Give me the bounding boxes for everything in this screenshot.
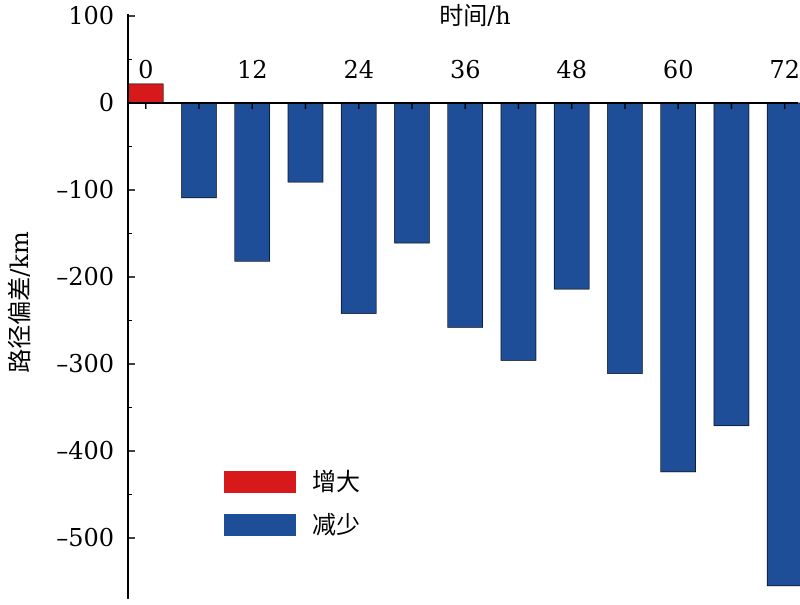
- x-tick-label: 48: [556, 56, 587, 84]
- y-tick-label: –100: [56, 176, 114, 204]
- bars-group: [127, 83, 800, 587]
- bar-54h: [607, 102, 643, 374]
- x-tick-label: 12: [237, 56, 268, 84]
- bar-6h: [181, 102, 217, 199]
- legend: 增大 减少: [224, 468, 360, 539]
- bar-24h: [340, 102, 377, 314]
- bar-72h: [766, 102, 800, 587]
- y-tick-label: 0: [99, 89, 114, 117]
- y-tick-label: –200: [56, 263, 114, 291]
- x-tick-label: 0: [138, 56, 153, 84]
- x-tick-label: 24: [343, 56, 374, 84]
- bar-42h: [500, 102, 537, 361]
- x-tick-label: 60: [663, 56, 694, 84]
- y-tick-label: 100: [68, 2, 114, 30]
- y-tick-label: –500: [56, 524, 114, 552]
- bar-18h: [287, 102, 324, 183]
- bar-36h: [447, 102, 484, 328]
- bar-30h: [394, 102, 430, 244]
- legend-swatch-increase: [224, 471, 296, 493]
- x-ticks-group: 0 12 24 36 48 60 72: [138, 56, 800, 109]
- x-tick-label: 72: [769, 56, 800, 84]
- legend-label-decrease: 减少: [312, 511, 360, 539]
- y-tick-label: –300: [56, 350, 114, 378]
- bar-66h: [713, 102, 750, 427]
- y-axis-title: 路径偏差/km: [6, 231, 34, 373]
- bar-12h: [234, 102, 271, 262]
- y-tick-label: –400: [56, 437, 114, 465]
- bar-0h: [127, 83, 164, 104]
- y-ticks-group: 100 0 –100 –200 –300 –400 –500: [56, 2, 135, 552]
- bar-48h: [553, 102, 590, 290]
- legend-swatch-decrease: [224, 514, 296, 536]
- x-tick-label: 36: [450, 56, 481, 84]
- bar-60h: [660, 102, 697, 473]
- x-axis-title: 时间/h: [439, 2, 511, 30]
- legend-label-increase: 增大: [312, 468, 360, 496]
